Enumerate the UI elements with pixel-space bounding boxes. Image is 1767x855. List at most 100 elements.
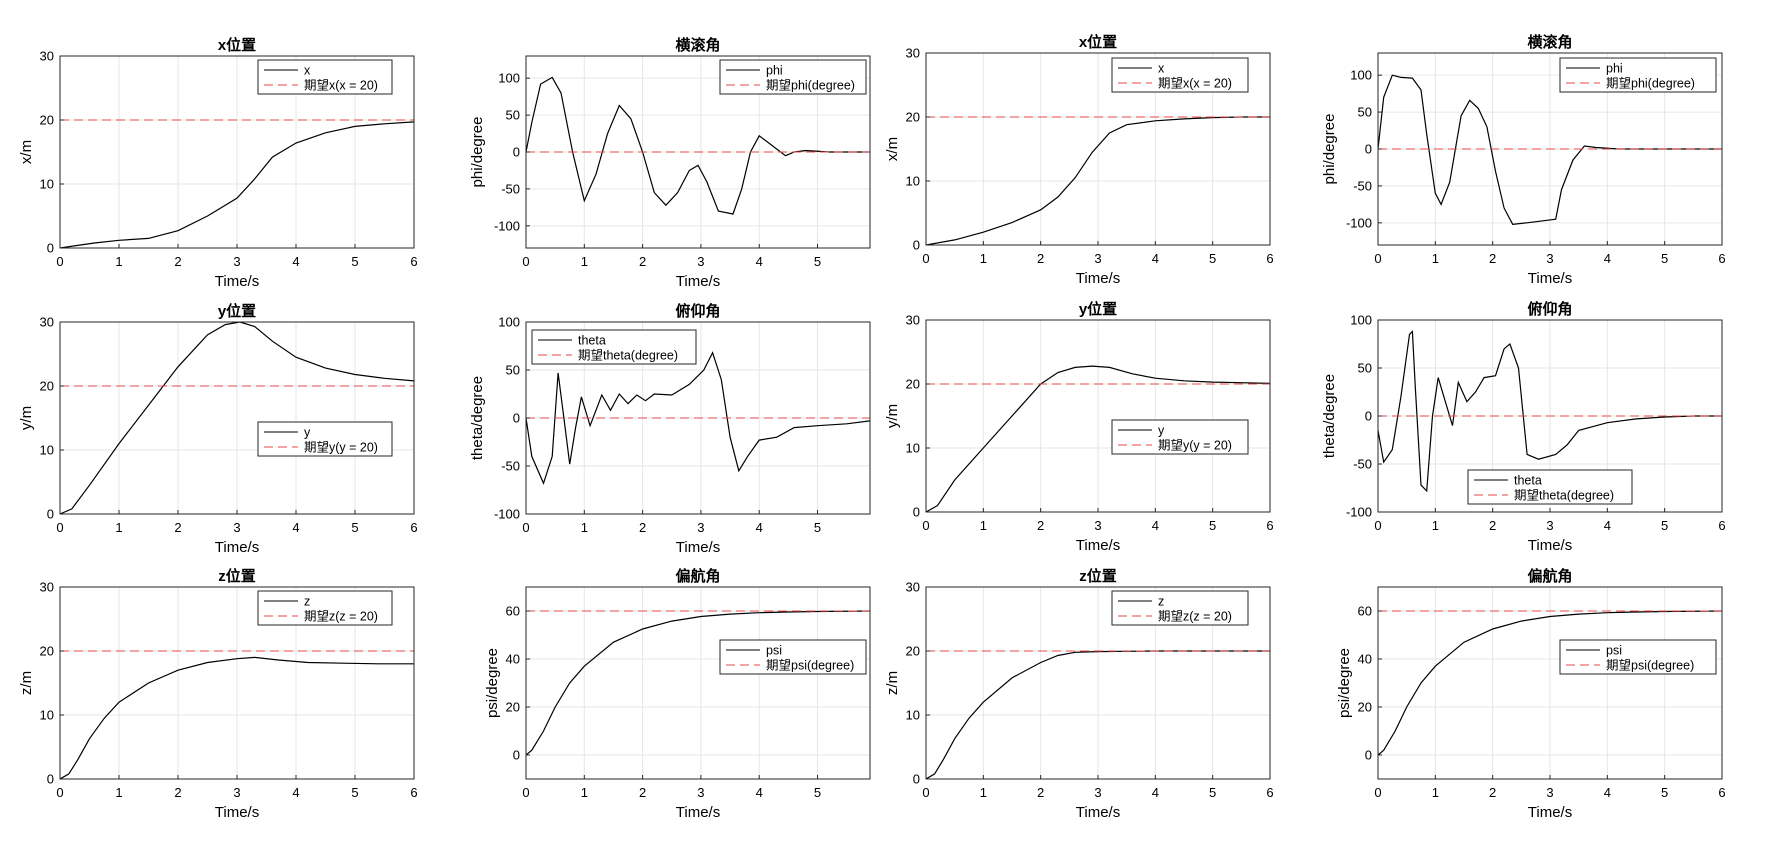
x-tick-label: 2 xyxy=(1037,785,1044,800)
x-tick-label: 5 xyxy=(1661,518,1668,533)
x-tick-label: 4 xyxy=(292,785,299,800)
y-axis-label: z/m xyxy=(18,671,35,695)
y-tick-label: 30 xyxy=(40,315,54,330)
legend-entry: 期望phi(degree) xyxy=(1606,76,1695,91)
y-tick-label: 100 xyxy=(498,71,520,86)
chart-panel-4: 0 1 2 3 4 5 6 -100 -50 0 50 100 横滚角 Time/s phi/degree p… xyxy=(1321,33,1726,287)
legend-box xyxy=(719,639,867,675)
y-tick-label: 50 xyxy=(1358,361,1372,376)
series-line xyxy=(1378,74,1722,225)
legend-entry: y xyxy=(1158,424,1165,438)
x-tick-label: 0 xyxy=(56,520,63,535)
chart-title: z位置 xyxy=(1079,567,1117,585)
y-tick-label: 0 xyxy=(913,505,920,520)
y-tick-label: 30 xyxy=(906,313,920,328)
x-tick-label: 3 xyxy=(233,254,240,269)
legend-box xyxy=(719,59,867,95)
x-tick-label: 3 xyxy=(697,254,704,269)
y-tick-label: 50 xyxy=(1358,105,1372,120)
y-axis-label: y/m xyxy=(884,404,901,428)
y-tick-label: 20 xyxy=(906,110,920,125)
x-tick-label: 0 xyxy=(522,520,529,535)
y-axis-label: x/m xyxy=(884,137,901,161)
x-tick-label: 0 xyxy=(522,254,529,269)
legend-entry: theta xyxy=(1514,474,1542,488)
legend-box xyxy=(257,421,393,457)
y-tick-label: 0 xyxy=(913,238,920,253)
legend-box xyxy=(257,590,393,626)
legend-entry: 期望psi(degree) xyxy=(766,658,854,673)
y-tick-label: -50 xyxy=(1353,178,1372,193)
x-tick-label: 6 xyxy=(410,785,417,800)
series-line xyxy=(1378,330,1722,493)
series-line xyxy=(1378,610,1722,756)
y-tick-label: 20 xyxy=(506,700,520,715)
series-line xyxy=(926,365,1270,512)
x-tick-label: 5 xyxy=(1661,785,1668,800)
y-tick-label: -50 xyxy=(1353,457,1372,472)
chart-panel-2: 0 1 2 3 4 5 -100 -50 0 50 100 横滚角 Time/s phi/degree ph… xyxy=(469,36,871,290)
legend-entry: psi xyxy=(766,644,782,658)
x-tick-label: 3 xyxy=(1546,785,1553,800)
x-tick-label: 4 xyxy=(1604,785,1611,800)
x-tick-label: 3 xyxy=(1094,251,1101,266)
y-tick-label: 0 xyxy=(1365,142,1372,157)
x-tick-label: 4 xyxy=(1604,251,1611,266)
x-tick-label: 1 xyxy=(115,254,122,269)
y-tick-label: 30 xyxy=(40,49,54,64)
x-tick-label: 6 xyxy=(1718,785,1725,800)
x-axis-label: Time/s xyxy=(1528,270,1572,287)
series-line xyxy=(526,610,870,756)
legend-entry: phi xyxy=(1606,62,1623,76)
y-tick-label: 20 xyxy=(40,113,54,128)
y-tick-label: 0 xyxy=(1365,748,1372,763)
legend-entry: theta xyxy=(578,334,606,348)
chart-title: 横滚角 xyxy=(1527,33,1572,51)
legend-box xyxy=(1559,57,1717,93)
y-tick-label: 20 xyxy=(40,379,54,394)
chart-title: 俯仰角 xyxy=(1527,300,1572,318)
x-tick-label: 1 xyxy=(1432,518,1439,533)
x-tick-label: 6 xyxy=(410,520,417,535)
legend-entry: 期望y(y = 20) xyxy=(1158,438,1232,453)
x-tick-label: 2 xyxy=(174,254,181,269)
y-axis-label: theta/degree xyxy=(1321,374,1338,458)
y-tick-label: 10 xyxy=(906,708,920,723)
y-tick-label: 0 xyxy=(47,507,54,522)
x-tick-label: 6 xyxy=(1718,518,1725,533)
x-tick-label: 4 xyxy=(292,520,299,535)
y-axis-label: psi/degree xyxy=(484,648,501,718)
y-tick-label: 0 xyxy=(47,772,54,787)
x-tick-label: 0 xyxy=(922,785,929,800)
x-tick-label: 1 xyxy=(581,520,588,535)
legend-entry: 期望psi(degree) xyxy=(1606,658,1694,673)
y-tick-label: 0 xyxy=(513,145,520,160)
x-tick-label: 3 xyxy=(233,520,240,535)
x-tick-label: 2 xyxy=(1037,251,1044,266)
x-axis-label: Time/s xyxy=(676,804,720,821)
chart-panel-10: 0 1 2 3 4 5 0 20 40 60 偏航角 Time/s psi/degree psi期望psi… xyxy=(484,567,871,821)
y-tick-label: 40 xyxy=(506,652,520,667)
legend-entry: y xyxy=(304,426,311,440)
series-line xyxy=(926,650,1270,779)
x-tick-label: 3 xyxy=(1546,251,1553,266)
y-tick-label: 10 xyxy=(40,708,54,723)
x-tick-label: 4 xyxy=(1152,518,1159,533)
x-tick-label: 0 xyxy=(1374,785,1381,800)
x-tick-label: 0 xyxy=(922,251,929,266)
x-tick-label: 1 xyxy=(115,520,122,535)
x-tick-label: 1 xyxy=(1432,251,1439,266)
legend-box xyxy=(531,329,697,365)
x-tick-label: 2 xyxy=(639,254,646,269)
legend-box xyxy=(257,59,393,95)
x-axis-label: Time/s xyxy=(215,273,259,290)
series-line xyxy=(60,656,414,779)
chart-title: z位置 xyxy=(218,567,256,585)
legend-box xyxy=(1111,590,1249,626)
y-tick-label: 20 xyxy=(906,644,920,659)
